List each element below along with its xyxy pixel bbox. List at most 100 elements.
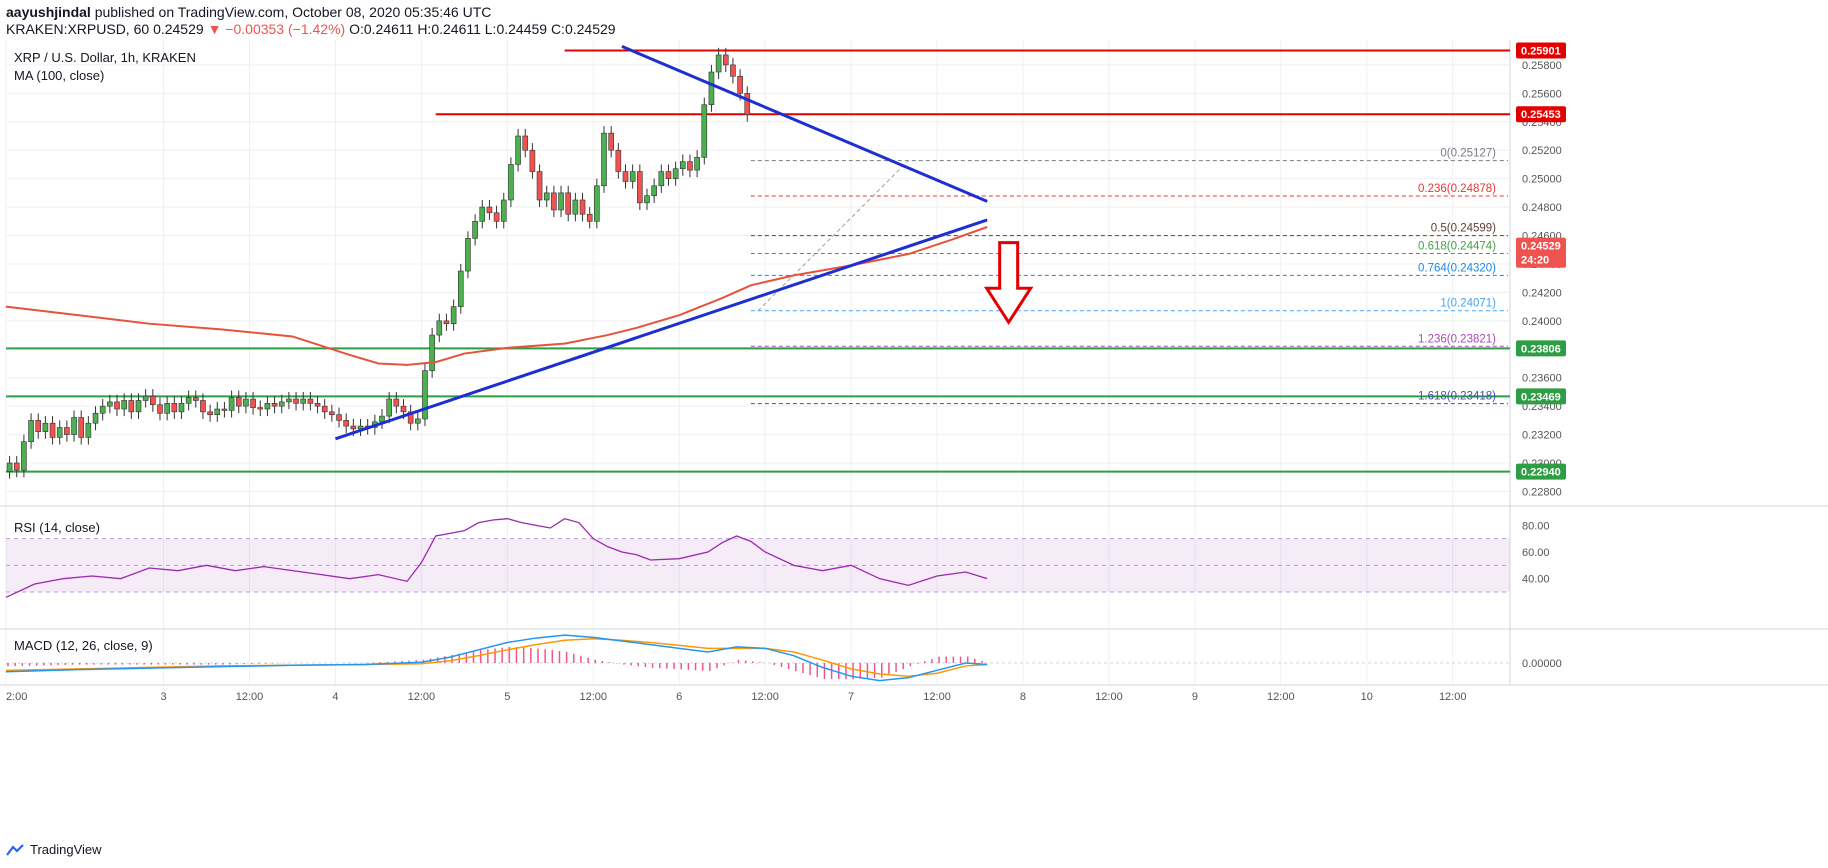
fib-level-label: 1(0.24071)	[1440, 298, 1496, 310]
candle-body	[622, 171, 629, 182]
time-tick-label: 12:00	[923, 691, 951, 703]
footer: TradingView	[6, 842, 102, 857]
rsi-tick-label: 60.00	[1522, 547, 1550, 559]
candle-body	[665, 171, 672, 179]
price-tick-label: 0.23200	[1522, 430, 1562, 442]
time-tick-label: 12:00	[580, 691, 608, 703]
candle-body	[472, 221, 478, 239]
candle-body	[400, 405, 407, 413]
fib-level-label: 0.618(0.24474)	[1418, 240, 1496, 252]
candle-body	[457, 270, 464, 307]
candle-body	[687, 161, 693, 171]
candle-body	[737, 75, 743, 94]
candle-body	[321, 405, 328, 413]
candle-body	[329, 411, 335, 415]
candle-body	[107, 401, 113, 407]
published-text: published on TradingView.com, October 08…	[94, 4, 492, 20]
candle-body	[450, 306, 457, 324]
candle-body	[207, 411, 213, 415]
rsi-tick-label: 40.00	[1522, 574, 1550, 586]
price-label-badge	[1516, 340, 1566, 357]
candle-body	[278, 401, 285, 407]
candle-body	[64, 427, 70, 435]
price-label-badge	[1516, 251, 1566, 268]
price-label-badge	[1516, 42, 1566, 59]
time-tick-label: 12:00	[408, 691, 436, 703]
candle-body	[314, 403, 321, 407]
candle-body	[701, 104, 708, 158]
candle-body	[307, 398, 314, 404]
price-tick-label: 0.24800	[1522, 202, 1562, 214]
candle-body	[386, 398, 392, 417]
price-label-text: 0.25453	[1521, 109, 1561, 121]
time-tick-label: 12:00	[236, 691, 264, 703]
candle-body	[99, 405, 106, 414]
candle-body	[601, 132, 607, 187]
candle-body	[157, 404, 163, 414]
candle-body	[443, 320, 450, 324]
candle-body	[572, 199, 579, 215]
time-tick-label: 4	[332, 691, 338, 703]
symbol-info: KRAKEN:XRPUSD, 60 0.24529 ▼ −0.00353 (−1…	[6, 21, 616, 37]
time-tick-label: 12:00	[1267, 691, 1295, 703]
candle-body	[679, 161, 686, 170]
candle-body	[135, 400, 142, 413]
price-label-badge	[1516, 463, 1566, 480]
candle-body	[264, 403, 271, 410]
trendline	[621, 45, 988, 203]
candle-body	[71, 417, 77, 435]
candle-body	[164, 403, 170, 414]
moving-average-line	[5, 226, 988, 366]
candle-body	[6, 462, 13, 472]
price-label-text: 0.25901	[1521, 46, 1561, 58]
candle-body	[28, 420, 34, 443]
candle-body	[336, 414, 342, 421]
price-tick-label: 0.25800	[1522, 60, 1562, 72]
chart-canvas[interactable]: 0(0.25127) 0.236(0.24878) 0.5(0.24599) 0.61…	[0, 40, 1828, 840]
price-tick-label: 0.23600	[1522, 373, 1562, 385]
ohlc-values: O:0.24611 H:0.24611 L:0.24459 C:0.24529	[349, 21, 616, 37]
author-name[interactable]: aayushjindal	[6, 4, 91, 20]
time-tick-label: 12:00	[1095, 691, 1123, 703]
candle-body	[658, 171, 665, 187]
candle-body	[744, 93, 751, 115]
macd-line	[5, 634, 988, 682]
trendlines	[334, 45, 988, 441]
grid-lines	[0, 40, 1828, 686]
candle-body	[479, 206, 486, 222]
candle-body	[286, 398, 292, 403]
price-label-text: 24:20	[1521, 255, 1549, 267]
candle-body	[486, 206, 493, 214]
candle-body	[228, 397, 235, 411]
price-value: 0.24529	[153, 21, 204, 37]
candle-body	[78, 417, 85, 438]
chart-title: XRP / U.S. Dollar, 1h, KRAKEN	[14, 50, 196, 65]
candle-body	[85, 422, 92, 438]
candle-body	[407, 411, 414, 424]
candle-body	[35, 420, 42, 433]
fib-swing-line	[757, 160, 909, 312]
time-tick-label: 9	[1192, 691, 1198, 703]
candle-body	[142, 395, 149, 401]
candle-body	[235, 397, 242, 407]
rsi-legend: RSI (14, close)	[14, 520, 100, 535]
time-tick-label: 8	[1020, 691, 1026, 703]
candle-body	[508, 164, 514, 201]
time-tick-label: 5	[504, 691, 510, 703]
fib-level-label: 0.764(0.24320)	[1418, 262, 1496, 274]
candle-body	[708, 71, 715, 106]
time-tick-label: 2:00	[6, 691, 27, 703]
rsi-tick-label: 80.00	[1522, 520, 1550, 532]
candle-body	[615, 149, 622, 172]
price-label-badge	[1516, 106, 1566, 123]
candle-body	[350, 425, 357, 430]
candle-body	[200, 400, 206, 413]
chart-header: aayushjindal published on TradingView.co…	[0, 0, 1828, 40]
candle-body	[21, 441, 27, 471]
candle-body	[579, 199, 586, 215]
candle-body	[629, 171, 636, 182]
candle-body	[594, 185, 600, 222]
candle-body	[214, 408, 221, 415]
horizontal-levels	[6, 49, 1510, 473]
candle-body	[493, 212, 500, 222]
